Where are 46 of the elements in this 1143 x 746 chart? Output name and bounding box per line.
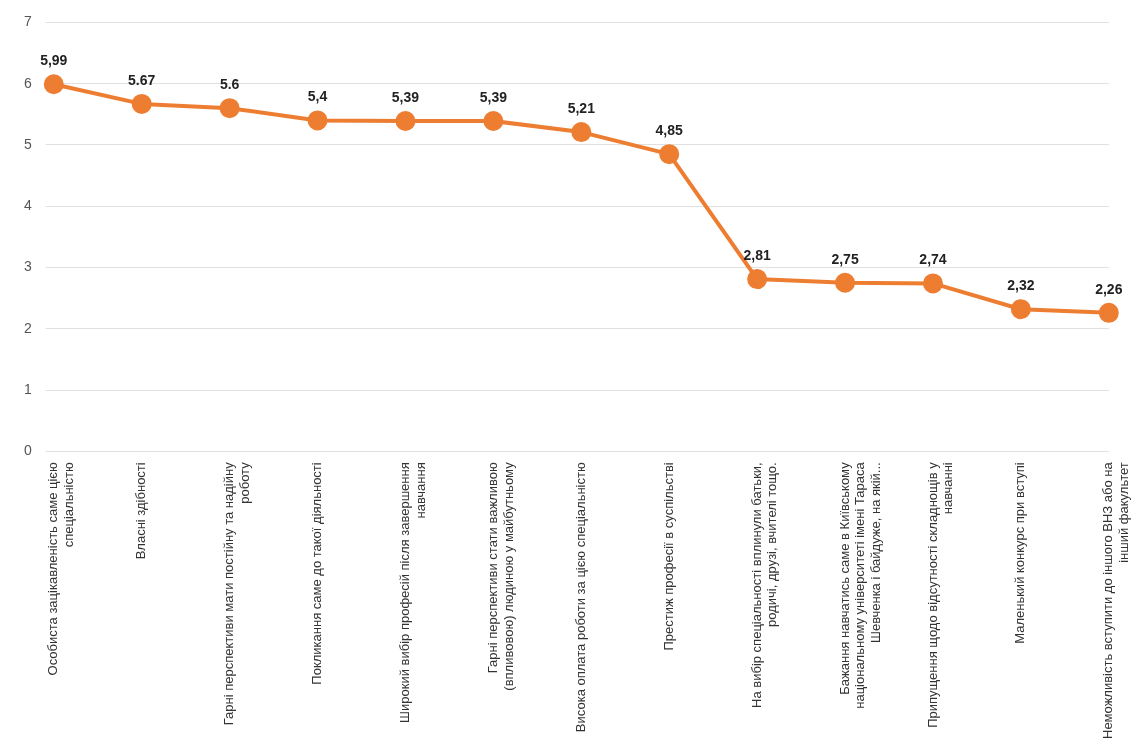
data-label: 2,26 xyxy=(1095,280,1123,297)
point xyxy=(219,98,240,119)
x-tick-label: Висока оплата роботи за цією спеціальністю xyxy=(572,462,588,733)
point xyxy=(395,111,416,132)
data-label: 5,4 xyxy=(307,88,328,105)
data-label: 5.6 xyxy=(219,76,240,93)
point xyxy=(1010,299,1031,320)
x-tick-label: Гарні перспективи мати постійну та надійну роботу xyxy=(221,461,252,726)
x-tick-label: На вибір спеціальності вплинули батьки, родичі, друзі, вчителі тощо. xyxy=(748,462,780,708)
y-tick-label: 5 xyxy=(23,135,32,152)
point xyxy=(571,122,592,143)
point xyxy=(307,110,328,131)
x-tick-label: Маленький конкурс при вступі xyxy=(1012,462,1028,644)
y-tick-label: 3 xyxy=(23,258,32,275)
y-tick-label: 4 xyxy=(23,197,32,214)
y-tick-label: 7 xyxy=(23,13,32,30)
data-label: 5.67 xyxy=(128,71,156,88)
point xyxy=(747,269,768,290)
x-tick-label: Припущення щодо відсутності складнощів у навчанні xyxy=(924,461,956,728)
y-tick-label: 1 xyxy=(23,380,32,397)
x-tick-label: Покликання саме до такої діяльності xyxy=(309,462,325,685)
x-tick-label: Престиж професії в суспільстві xyxy=(660,462,676,651)
point xyxy=(43,74,64,95)
point xyxy=(131,93,152,114)
data-label: 5,21 xyxy=(567,99,596,116)
x-tick-label: Неможливість вступити до іншого ВНЗ або на інший факультет xyxy=(1100,461,1131,740)
x-tick-label: Широкий вибір професій після завершення навчання xyxy=(397,462,428,723)
data-label: 5,39 xyxy=(479,88,508,105)
data-label: 2,74 xyxy=(919,251,947,268)
x-tick-label: Бажання навчатись саме в Київському національному університеті імені Тараса Шевченка і байдуже, на якій... xyxy=(836,461,883,709)
data-label: 4,85 xyxy=(655,121,684,138)
x-tick-label: Власні здібності xyxy=(133,462,149,560)
data-label: 2,32 xyxy=(1007,277,1035,293)
y-tick-label: 2 xyxy=(23,319,32,336)
point xyxy=(922,273,943,294)
data-label: 2,81 xyxy=(743,246,771,263)
point xyxy=(659,144,680,165)
point xyxy=(483,111,504,132)
point xyxy=(835,272,856,293)
data-label: 5,99 xyxy=(40,52,68,69)
y-tick-label: 6 xyxy=(23,74,32,91)
data-label: 5,39 xyxy=(391,88,420,105)
data-label: 2,75 xyxy=(831,250,859,267)
point xyxy=(1098,302,1119,323)
y-tick-label: 0 xyxy=(23,442,32,459)
x-tick-label: Особиста зацікавленість саме цією спеціальністю xyxy=(45,462,76,676)
